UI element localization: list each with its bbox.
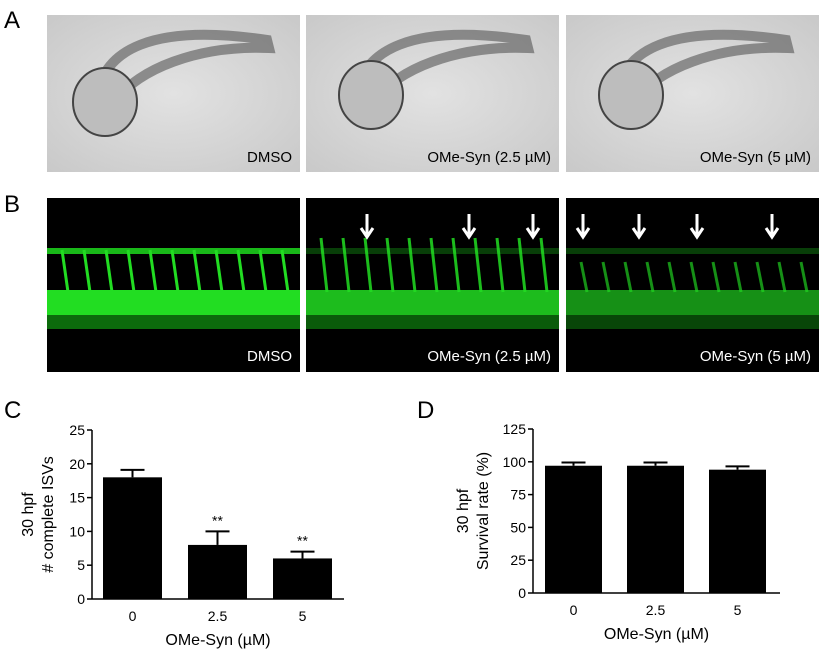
arrow-down-icon: [525, 214, 541, 240]
y-tick-label: 100: [503, 454, 527, 470]
y-axis-label: 30 hpf: [20, 492, 37, 537]
panel-label-a: A: [4, 7, 20, 34]
y-tick-label: 25: [69, 422, 85, 438]
x-tick-label: 2.5: [208, 608, 228, 624]
bar-0: [103, 477, 162, 599]
x-tick-label: 5: [734, 602, 742, 618]
vessel-image: OMe-Syn (2.5 µM): [306, 198, 559, 372]
bar-0: [545, 465, 602, 593]
panel-label-b: B: [4, 191, 20, 218]
bar-2.5: [627, 465, 684, 593]
y-tick-label: 0: [518, 585, 526, 601]
y-tick-label: 0: [77, 591, 85, 607]
x-tick-label: 2.5: [646, 602, 666, 618]
image-caption: OMe-Syn (5 µM): [700, 348, 811, 365]
x-axis-label: OMe-Syn (µM): [165, 632, 270, 649]
x-tick-label: 0: [129, 608, 137, 624]
yolk: [338, 60, 404, 130]
embryo-image: OMe-Syn (2.5 µM): [306, 15, 559, 172]
x-axis-label: OMe-Syn (µM): [604, 626, 709, 643]
image-caption: OMe-Syn (2.5 µM): [427, 149, 551, 166]
bar-2.5: [188, 544, 247, 599]
y-tick-label: 15: [69, 490, 85, 506]
bar-5: [273, 558, 332, 599]
vessel-image: DMSO: [47, 198, 300, 372]
chart-c-complete-isvs: 0 5 10 15 20 25 0 2.5 ** 5 ** OMe-Syn (µM) 30 hpf # c…: [20, 422, 344, 649]
arrow-down-icon: [359, 214, 375, 240]
y-tick-label: 5: [77, 557, 85, 573]
panel-label-c: C: [4, 397, 21, 424]
x-tick-label: 0: [570, 602, 578, 618]
yolk: [598, 60, 664, 130]
y-tick-label: 20: [69, 456, 85, 472]
y-axis-label: 30 hpf: [455, 488, 472, 533]
y-tick-label: 125: [503, 421, 527, 437]
image-caption: DMSO: [247, 149, 292, 166]
arrow-down-icon: [575, 214, 591, 240]
y-tick-label: 25: [510, 552, 526, 568]
x-tick-label: 5: [299, 608, 307, 624]
arrow-down-icon: [764, 214, 780, 240]
panel-label-d: D: [417, 397, 434, 424]
arrow-down-icon: [689, 214, 705, 240]
image-caption: OMe-Syn (2.5 µM): [427, 348, 551, 365]
arrow-down-icon: [631, 214, 647, 240]
y-tick-label: 75: [510, 487, 526, 503]
vessel-image: OMe-Syn (5 µM): [566, 198, 819, 372]
chart-d-survival-rate: 0 25 50 75 100 125 0 2.5 5 OMe-Syn (µM) 30 hpf Surv…: [455, 421, 780, 643]
significance-label: **: [212, 512, 223, 528]
y-axis-label: Survival rate (%): [475, 452, 492, 570]
panel-a-brightfield-images: DMSO OMe-Syn (2.5 µM) OMe-Syn (5 µM): [47, 15, 819, 172]
arrow-down-icon: [461, 214, 477, 240]
y-axis-label: # complete ISVs: [40, 456, 57, 573]
yolk: [72, 67, 138, 137]
embryo-body: [91, 29, 276, 123]
significance-label: **: [297, 533, 308, 549]
image-caption: DMSO: [247, 348, 292, 365]
bar-5: [709, 469, 766, 593]
y-tick-label: 10: [69, 523, 85, 539]
embryo-image: OMe-Syn (5 µM): [566, 15, 819, 172]
y-tick-label: 50: [510, 519, 526, 535]
panel-b-fluorescence-images: DMSO OMe-Syn (2.5 µM) OMe-Syn (5 µM): [47, 198, 819, 372]
image-caption: OMe-Syn (5 µM): [700, 149, 811, 166]
embryo-image: DMSO: [47, 15, 300, 172]
